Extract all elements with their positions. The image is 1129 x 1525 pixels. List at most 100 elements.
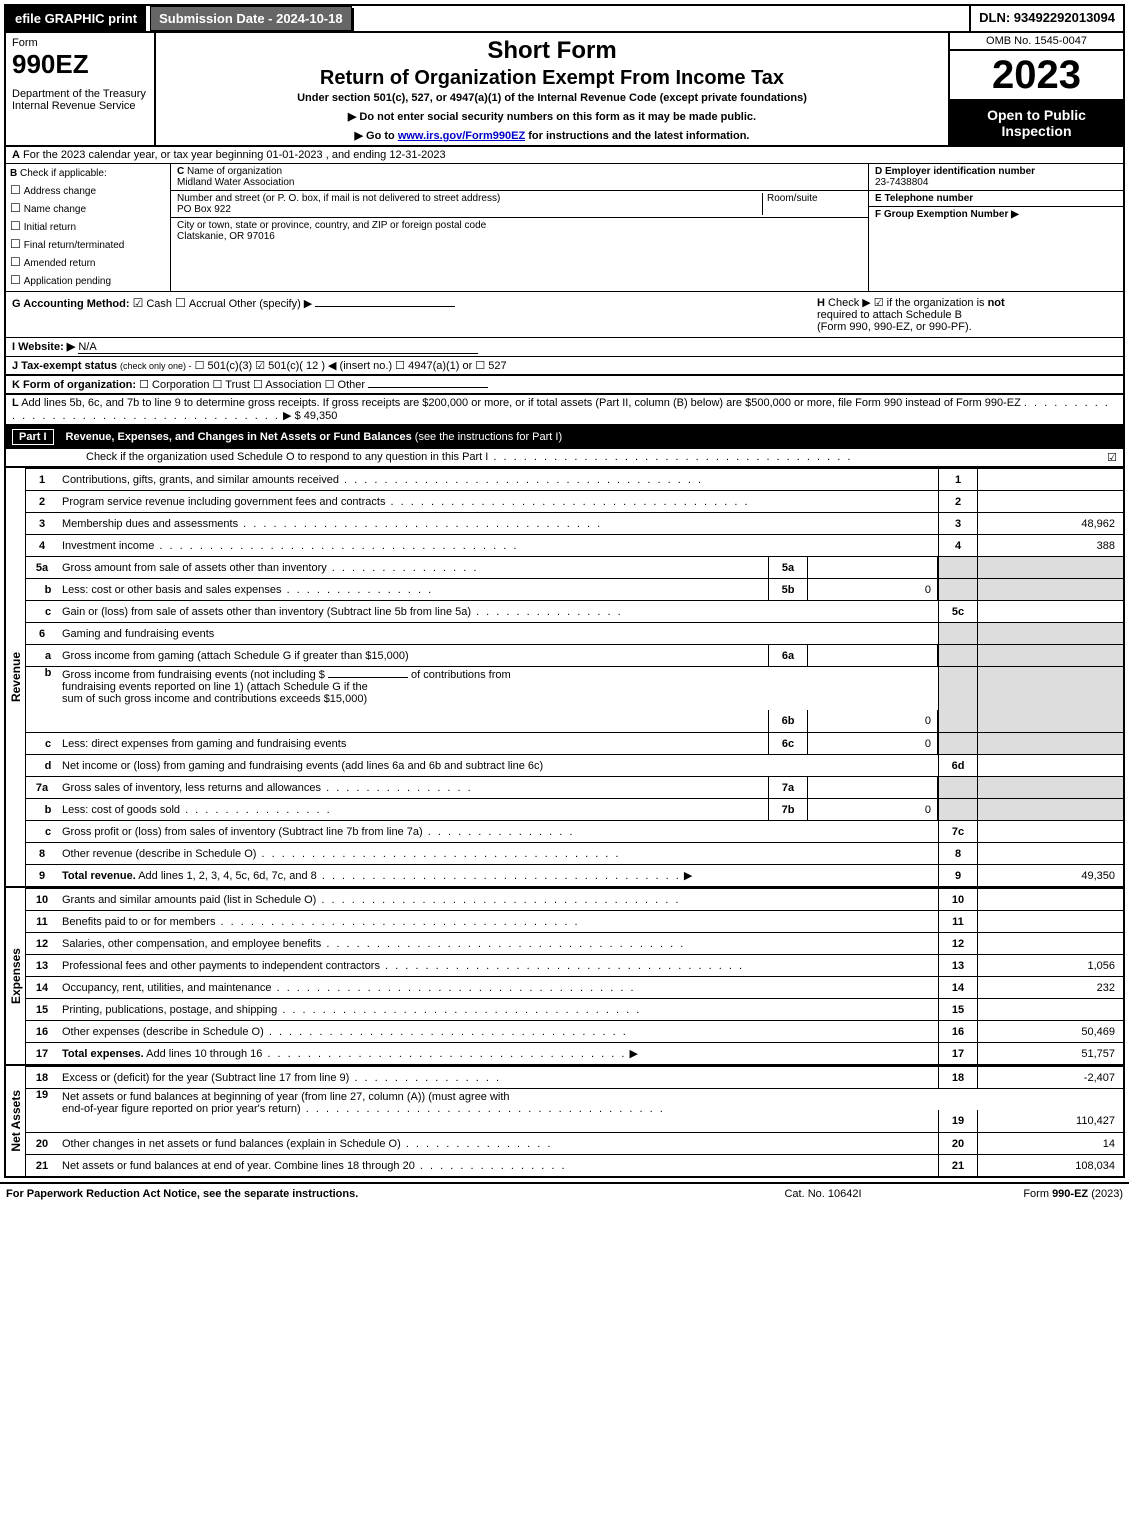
l17-d2: Add lines 10 through 16	[144, 1048, 627, 1060]
short-form-title: Short Form	[162, 37, 942, 65]
line-5a: 5a Gross amount from sale of assets othe…	[26, 556, 1123, 578]
form-word: Form	[12, 37, 38, 49]
l5b-midval: 0	[808, 579, 938, 600]
revenue-vlabel: Revenue	[7, 648, 25, 706]
l7a-rnum	[938, 777, 978, 798]
chk-cash[interactable]: Cash	[133, 298, 172, 310]
k-text: ☐ Corporation ☐ Trust ☐ Association ☐ Ot…	[139, 379, 365, 391]
top-toolbar: efile GRAPHIC print Submission Date - 20…	[6, 6, 1123, 31]
l5b-num: b	[26, 584, 58, 596]
l6d-rnum: 6d	[938, 755, 978, 776]
l6a-midval	[808, 645, 938, 666]
netassets-section: Net Assets 18 Excess or (deficit) for th…	[6, 1064, 1123, 1176]
dept-treasury: Department of the Treasury	[12, 88, 148, 100]
l5a-desc: Gross amount from sale of assets other t…	[58, 560, 768, 576]
l5a-num: 5a	[26, 562, 58, 574]
row-a: A For the 2023 calendar year, or tax yea…	[6, 145, 1123, 163]
toolbar-spacer	[352, 6, 970, 31]
l5c-val	[978, 601, 1123, 622]
l6c-mid: 6c	[768, 733, 808, 754]
k-other-blank[interactable]	[368, 387, 488, 388]
l18-desc: Excess or (deficit) for the year (Subtra…	[58, 1070, 938, 1086]
chk-initial-return[interactable]: Initial return	[10, 222, 76, 233]
l16-rnum: 16	[938, 1021, 978, 1042]
footer-catno: Cat. No. 10642I	[723, 1188, 923, 1200]
chk-application-pending[interactable]: Application pending	[10, 276, 111, 287]
l3-val: 48,962	[978, 513, 1123, 534]
g-other: Other (specify) ▶	[229, 298, 313, 310]
revenue-vlabel-col: Revenue	[6, 468, 26, 886]
h-text3: (Form 990, 990-EZ, or 990-PF).	[817, 321, 972, 333]
line-6d: d Net income or (loss) from gaming and f…	[26, 754, 1123, 776]
footer-right: Form 990-EZ (2023)	[923, 1188, 1123, 1200]
l3-rnum: 3	[938, 513, 978, 534]
l6b-midval: 0	[808, 710, 938, 732]
l13-num: 13	[26, 960, 58, 972]
l-amount: ▶ $ 49,350	[283, 410, 337, 422]
l14-desc: Occupancy, rent, utilities, and maintena…	[58, 980, 938, 996]
row-h: H Check ▶ ☑ if the organization is not r…	[817, 296, 1117, 333]
irs-link[interactable]: www.irs.gov/Form990EZ	[398, 130, 525, 142]
form-container: efile GRAPHIC print Submission Date - 20…	[4, 4, 1125, 1178]
l6b-rval	[978, 667, 1123, 732]
city-val: Clatskanie, OR 97016	[177, 231, 275, 242]
chk-amended-return[interactable]: Amended return	[10, 258, 95, 269]
row-a-text: For the 2023 calendar year, or tax year …	[23, 149, 446, 161]
chk-final-return[interactable]: Final return/terminated	[10, 240, 124, 251]
l18-val: -2,407	[978, 1067, 1123, 1088]
dln-label: DLN: 93492292013094	[969, 6, 1123, 31]
line-4: 4 Investment income 4 388	[26, 534, 1123, 556]
l11-num: 11	[26, 916, 58, 928]
l6b-blank[interactable]	[328, 677, 408, 678]
city-lbl: City or town, state or province, country…	[177, 220, 486, 231]
l13-val: 1,056	[978, 955, 1123, 976]
l3-num: 3	[26, 518, 58, 530]
line-6a: a Gross income from gaming (attach Sched…	[26, 644, 1123, 666]
netassets-rows: 18 Excess or (deficit) for the year (Sub…	[26, 1066, 1123, 1176]
col-def: D Employer identification number 23-7438…	[868, 164, 1123, 291]
l1-rnum: 1	[938, 469, 978, 490]
h-label: H	[817, 297, 825, 309]
line-8: 8 Other revenue (describe in Schedule O)…	[26, 842, 1123, 864]
l6c-midval: 0	[808, 733, 938, 754]
efile-print-button[interactable]: efile GRAPHIC print	[6, 6, 146, 31]
submission-date-button[interactable]: Submission Date - 2024-10-18	[150, 6, 352, 31]
j-label: J Tax-exempt status	[12, 360, 117, 372]
netassets-vlabel-col: Net Assets	[6, 1066, 26, 1176]
chk-name-change[interactable]: Name change	[10, 204, 86, 215]
l7a-mid: 7a	[768, 777, 808, 798]
l17-rnum: 17	[938, 1043, 978, 1064]
l16-desc: Other expenses (describe in Schedule O)	[58, 1024, 938, 1040]
line-6c: c Less: direct expenses from gaming and …	[26, 732, 1123, 754]
netassets-vlabel: Net Assets	[7, 1086, 25, 1156]
l12-val	[978, 933, 1123, 954]
l15-desc: Printing, publications, postage, and shi…	[58, 1002, 938, 1018]
l21-num: 21	[26, 1160, 58, 1172]
line-6: 6 Gaming and fundraising events	[26, 622, 1123, 644]
chk-accrual[interactable]: Accrual	[175, 298, 225, 310]
c-city-row: City or town, state or province, country…	[171, 218, 868, 244]
expenses-section: Expenses 10 Grants and similar amounts p…	[6, 886, 1123, 1064]
line-7a: 7a Gross sales of inventory, less return…	[26, 776, 1123, 798]
j-sub: (check only one) -	[120, 361, 192, 371]
d-label: D Employer identification number	[875, 166, 1035, 177]
l3-desc: Membership dues and assessments	[58, 516, 938, 532]
row-l: L Add lines 5b, 6c, and 7b to line 9 to …	[6, 393, 1123, 424]
b-title: Check if applicable:	[20, 168, 107, 179]
l1-num: 1	[26, 474, 58, 486]
l17-val: 51,757	[978, 1043, 1123, 1064]
l7b-mid: 7b	[768, 799, 808, 820]
g-other-blank[interactable]	[315, 306, 455, 307]
l10-desc: Grants and similar amounts paid (list in…	[58, 892, 938, 908]
row-i: I Website: ▶ N/A	[6, 337, 1123, 356]
l20-desc: Other changes in net assets or fund bala…	[58, 1136, 938, 1152]
l16-val: 50,469	[978, 1021, 1123, 1042]
l6b-d1: Gross income from fundraising events (no…	[62, 669, 325, 681]
l7a-rval	[978, 777, 1123, 798]
omb-number: OMB No. 1545-0047	[950, 33, 1123, 51]
l15-num: 15	[26, 1004, 58, 1016]
part1-check-text: Check if the organization used Schedule …	[86, 451, 1107, 464]
part1-checkbox[interactable]: ☑	[1107, 451, 1117, 464]
line-7b: b Less: cost of goods sold 7b 0	[26, 798, 1123, 820]
chk-address-change[interactable]: Address change	[10, 186, 96, 197]
